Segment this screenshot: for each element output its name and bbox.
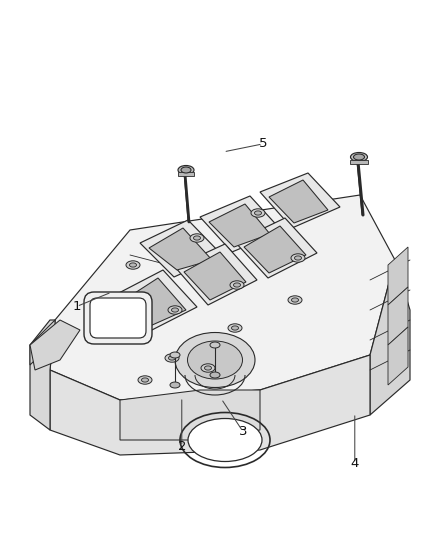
Ellipse shape <box>350 152 367 161</box>
Ellipse shape <box>175 333 255 387</box>
Ellipse shape <box>201 364 215 372</box>
Ellipse shape <box>210 342 220 348</box>
Ellipse shape <box>141 378 148 382</box>
Polygon shape <box>50 195 395 400</box>
Ellipse shape <box>190 234 204 242</box>
Ellipse shape <box>228 324 242 332</box>
Polygon shape <box>388 287 408 345</box>
Ellipse shape <box>105 336 112 340</box>
Ellipse shape <box>294 256 301 260</box>
Ellipse shape <box>188 418 262 462</box>
Polygon shape <box>175 244 257 305</box>
Polygon shape <box>269 180 328 223</box>
Ellipse shape <box>138 376 152 384</box>
Ellipse shape <box>210 372 220 378</box>
Polygon shape <box>30 320 55 365</box>
Ellipse shape <box>178 166 194 174</box>
Ellipse shape <box>288 296 302 304</box>
Polygon shape <box>209 204 270 247</box>
Text: 4: 4 <box>350 457 359 470</box>
Ellipse shape <box>254 211 261 215</box>
Ellipse shape <box>205 366 212 370</box>
Polygon shape <box>30 320 55 430</box>
Polygon shape <box>124 278 186 326</box>
Ellipse shape <box>181 167 191 173</box>
Text: 2: 2 <box>177 440 186 453</box>
Ellipse shape <box>170 352 180 358</box>
Ellipse shape <box>292 298 299 302</box>
Text: 5: 5 <box>258 138 267 150</box>
Polygon shape <box>149 228 212 270</box>
Ellipse shape <box>233 283 240 287</box>
Polygon shape <box>388 247 408 305</box>
Polygon shape <box>370 260 410 415</box>
Polygon shape <box>50 355 370 455</box>
Ellipse shape <box>170 382 180 388</box>
Polygon shape <box>184 252 246 300</box>
Polygon shape <box>200 196 282 252</box>
Ellipse shape <box>168 306 182 314</box>
Ellipse shape <box>169 356 176 360</box>
Polygon shape <box>350 160 368 164</box>
Polygon shape <box>388 327 408 385</box>
Ellipse shape <box>130 263 137 267</box>
Ellipse shape <box>126 261 140 269</box>
Ellipse shape <box>194 236 201 240</box>
Ellipse shape <box>232 326 239 330</box>
Ellipse shape <box>165 354 179 362</box>
Ellipse shape <box>230 281 244 289</box>
Polygon shape <box>178 172 194 176</box>
Text: 1: 1 <box>72 300 81 313</box>
Polygon shape <box>235 218 317 278</box>
Ellipse shape <box>353 154 364 160</box>
FancyBboxPatch shape <box>84 292 152 344</box>
Ellipse shape <box>187 341 243 379</box>
Polygon shape <box>140 220 222 277</box>
Polygon shape <box>115 270 197 332</box>
Polygon shape <box>30 320 80 370</box>
Text: 3: 3 <box>239 425 247 438</box>
Ellipse shape <box>291 254 305 262</box>
Ellipse shape <box>172 308 179 312</box>
FancyBboxPatch shape <box>90 298 146 338</box>
Ellipse shape <box>101 334 115 342</box>
Ellipse shape <box>251 209 265 217</box>
Polygon shape <box>120 390 260 440</box>
Polygon shape <box>244 226 306 273</box>
Polygon shape <box>260 173 340 228</box>
